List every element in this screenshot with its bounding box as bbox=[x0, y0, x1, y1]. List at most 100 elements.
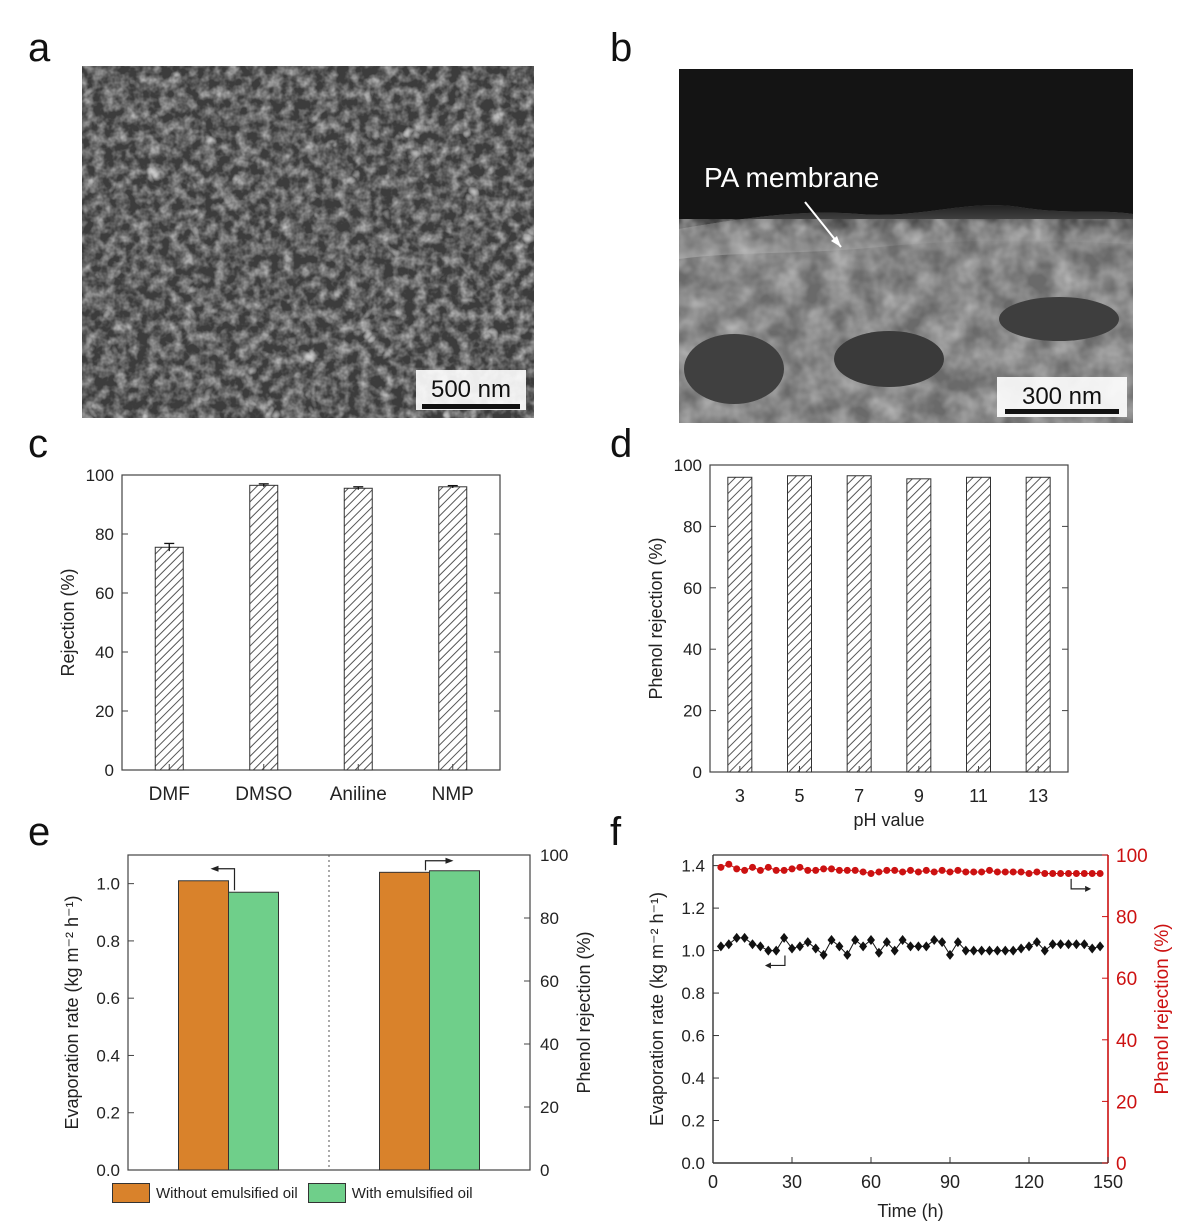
xtick-label-d-11: 11 bbox=[969, 786, 988, 806]
y2tick-label-e-80: 80 bbox=[540, 909, 559, 928]
bar-e-rejection-0 bbox=[379, 871, 430, 1171]
point-evaporation-f-9 bbox=[788, 943, 796, 954]
ytick-label-d-40: 40 bbox=[683, 640, 702, 659]
sem-surface-texture: 500 nm bbox=[82, 66, 534, 418]
legend-swatch-with-oil bbox=[307, 1183, 346, 1203]
point-rejection-f-34 bbox=[986, 866, 993, 874]
ytick-label-f-0.6: 0.6 bbox=[681, 1027, 705, 1046]
point-evaporation-f-12 bbox=[811, 943, 820, 954]
bar-e-evaporation-1 bbox=[228, 891, 279, 1171]
point-evaporation-f-44 bbox=[1064, 939, 1073, 950]
ylabel-c: Rejection (%) bbox=[58, 568, 78, 676]
point-evaporation-f-48 bbox=[1096, 941, 1105, 952]
point-evaporation-f-41 bbox=[1040, 945, 1049, 956]
point-evaporation-f-32 bbox=[969, 945, 978, 956]
y2label-f: Phenol rejection (%) bbox=[1152, 923, 1173, 1094]
chart-ph-rejection: 0 20 40 60 80 100 3 5 7 9 11 13 pH value Phenol rejec… bbox=[646, 456, 1069, 830]
ytick-label-f-0.8: 0.8 bbox=[681, 984, 705, 1003]
point-rejection-f-16 bbox=[843, 866, 851, 874]
point-evaporation-f-1 bbox=[724, 939, 733, 950]
point-evaporation-f-34 bbox=[985, 945, 994, 956]
axis-arrowhead-left-f bbox=[764, 962, 771, 969]
pa-membrane-label: PA membrane bbox=[704, 162, 879, 193]
plot-frame-d bbox=[709, 464, 1069, 773]
point-rejection-f-41 bbox=[1041, 869, 1049, 877]
chart-solvent-rejection: 0 20 40 60 80 100 DMF DMSO Aniline NMP Rejection (… bbox=[58, 466, 501, 805]
point-evaporation-f-45 bbox=[1072, 939, 1081, 950]
point-rejection-f-2 bbox=[733, 865, 741, 873]
ylabel-d: Phenol rejection (%) bbox=[646, 537, 666, 699]
xtick-label-f-150: 150 bbox=[1093, 1172, 1123, 1192]
y2tick-label-f-0: 0 bbox=[1116, 1154, 1127, 1175]
ytick-label-e-0.0: 0.0 bbox=[96, 1161, 120, 1180]
point-rejection-f-43 bbox=[1057, 869, 1065, 877]
xlabel-d: pH value bbox=[853, 810, 924, 830]
xtick-label-c-DMF: DMF bbox=[149, 784, 190, 805]
xtick-label-d-3: 3 bbox=[735, 786, 745, 806]
xtick-label-f-30: 30 bbox=[782, 1172, 802, 1192]
y2tick-label-e-60: 60 bbox=[540, 972, 559, 991]
ytick-label-e-0.2: 0.2 bbox=[96, 1104, 120, 1123]
point-rejection-f-22 bbox=[891, 866, 899, 874]
point-evaporation-f-38 bbox=[1017, 943, 1026, 954]
point-rejection-f-48 bbox=[1096, 869, 1104, 877]
point-rejection-f-45 bbox=[1072, 869, 1080, 877]
xtick-label-c-Aniline: Aniline bbox=[330, 784, 387, 805]
ytick-label-f-1.0: 1.0 bbox=[681, 942, 705, 961]
legend-e: Without emulsified oil With emulsified o… bbox=[112, 1183, 473, 1203]
point-rejection-f-18 bbox=[859, 868, 867, 876]
point-evaporation-f-30 bbox=[953, 937, 962, 948]
scale-bar-b: 300 nm bbox=[1022, 383, 1102, 410]
point-rejection-f-3 bbox=[741, 866, 749, 874]
point-evaporation-f-22 bbox=[890, 945, 899, 956]
ytick-label-e-0.4: 0.4 bbox=[96, 1046, 120, 1065]
point-evaporation-f-35 bbox=[993, 945, 1002, 956]
ytick-label-d-60: 60 bbox=[683, 579, 702, 598]
xtick-label-c-DMSO: DMSO bbox=[235, 784, 292, 805]
point-evaporation-f-36 bbox=[1001, 945, 1010, 956]
ytick-label-e-0.6: 0.6 bbox=[96, 989, 120, 1008]
ytick-label-d-0: 0 bbox=[693, 763, 702, 782]
point-rejection-f-44 bbox=[1065, 869, 1072, 877]
axis-arrow-right-e bbox=[424, 860, 448, 871]
axis-arrowhead-left-e bbox=[210, 865, 219, 872]
point-rejection-f-4 bbox=[749, 863, 756, 871]
bar-d-5 bbox=[787, 475, 812, 773]
bar-d-11 bbox=[966, 476, 991, 773]
point-rejection-f-14 bbox=[828, 865, 835, 873]
point-rejection-f-17 bbox=[851, 866, 859, 874]
sem-image-cross-section: PA membrane 300 nm bbox=[679, 69, 1133, 423]
ytick-label-f-1.4: 1.4 bbox=[681, 857, 705, 876]
y2tick-label-f-80: 80 bbox=[1116, 908, 1137, 929]
point-rejection-f-42 bbox=[1049, 869, 1057, 877]
ytick-label-e-0.8: 0.8 bbox=[96, 932, 120, 951]
point-evaporation-f-16 bbox=[843, 949, 852, 960]
point-evaporation-f-14 bbox=[827, 934, 836, 945]
point-rejection-f-0 bbox=[717, 863, 725, 871]
point-evaporation-f-4 bbox=[748, 939, 757, 950]
bar-e-rejection-1 bbox=[429, 870, 480, 1171]
sem-image-surface: 500 nm bbox=[82, 66, 534, 418]
point-evaporation-f-25 bbox=[914, 941, 923, 952]
panel-letter-c: c bbox=[28, 422, 48, 466]
point-rejection-f-37 bbox=[1009, 868, 1017, 876]
sem-cross-section-texture: PA membrane 300 nm bbox=[679, 69, 1133, 423]
point-evaporation-f-17 bbox=[851, 934, 860, 945]
point-evaporation-f-19 bbox=[867, 934, 875, 945]
ytick-label-c-60: 60 bbox=[95, 584, 114, 603]
point-rejection-f-31 bbox=[962, 868, 970, 876]
point-rejection-f-47 bbox=[1088, 869, 1096, 877]
panel-letter-f: f bbox=[610, 810, 622, 854]
point-rejection-f-32 bbox=[970, 868, 978, 876]
y2tick-label-e-0: 0 bbox=[540, 1161, 549, 1180]
point-evaporation-f-40 bbox=[1032, 937, 1041, 948]
legend-label-without-oil: Without emulsified oil bbox=[156, 1184, 298, 1202]
ytick-label-f-0.2: 0.2 bbox=[681, 1112, 705, 1131]
bar-c-DMF bbox=[154, 546, 184, 771]
ylabel-e: Evaporation rate (kg m⁻² h⁻¹) bbox=[62, 895, 82, 1129]
xtick-label-c-NMP: NMP bbox=[432, 784, 474, 805]
y2tick-label-f-60: 60 bbox=[1116, 969, 1137, 990]
xtick-label-d-13: 13 bbox=[1028, 786, 1048, 806]
point-rejection-f-23 bbox=[899, 868, 907, 876]
axis-arrow-left-e bbox=[216, 868, 236, 891]
